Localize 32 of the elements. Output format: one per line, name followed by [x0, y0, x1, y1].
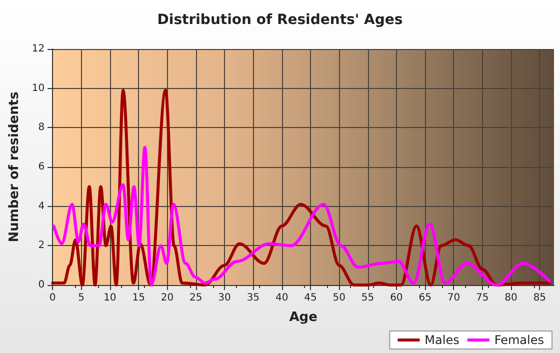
legend-label: Females — [494, 333, 544, 347]
legend-label: Males — [424, 333, 460, 347]
x-tick-label: 20 — [160, 292, 174, 304]
x-tick-label: 45 — [304, 292, 317, 304]
y-axis-title: Number of residents — [7, 91, 22, 242]
x-tick-label: 5 — [78, 292, 84, 304]
x-tick-label: 40 — [275, 292, 288, 304]
y-tick-label: 8 — [38, 122, 45, 134]
x-tick-label: 60 — [390, 292, 403, 304]
y-tick-label: 10 — [32, 82, 45, 94]
x-tick-label: 65 — [418, 292, 432, 304]
x-tick-label: 85 — [533, 292, 546, 304]
x-tick-label: 15 — [132, 292, 145, 304]
x-axis-title: Age — [289, 310, 318, 325]
x-tick-label: 55 — [361, 292, 374, 304]
x-tick-label: 50 — [332, 292, 346, 304]
x-tick-label: 75 — [476, 292, 489, 304]
line-series — [52, 146, 551, 286]
x-tick-label: 70 — [447, 292, 460, 304]
y-tick-label: 2 — [38, 240, 45, 252]
y-tick-label: 12 — [32, 44, 45, 54]
x-tick-label: 30 — [218, 292, 231, 304]
x-tick-label: 35 — [246, 292, 260, 304]
x-tick-label: 25 — [190, 292, 202, 304]
x-tick-label: 10 — [104, 292, 116, 304]
line-series — [51, 88, 551, 286]
chart-title: Distribution of Residents' Ages — [157, 12, 403, 28]
y-tick-label: 4 — [38, 200, 45, 212]
y-tick-label: 6 — [38, 162, 45, 172]
y-tick-label: 0 — [38, 280, 45, 290]
x-tick-label: 0 — [49, 292, 56, 304]
x-tick-label: 80 — [504, 292, 518, 304]
